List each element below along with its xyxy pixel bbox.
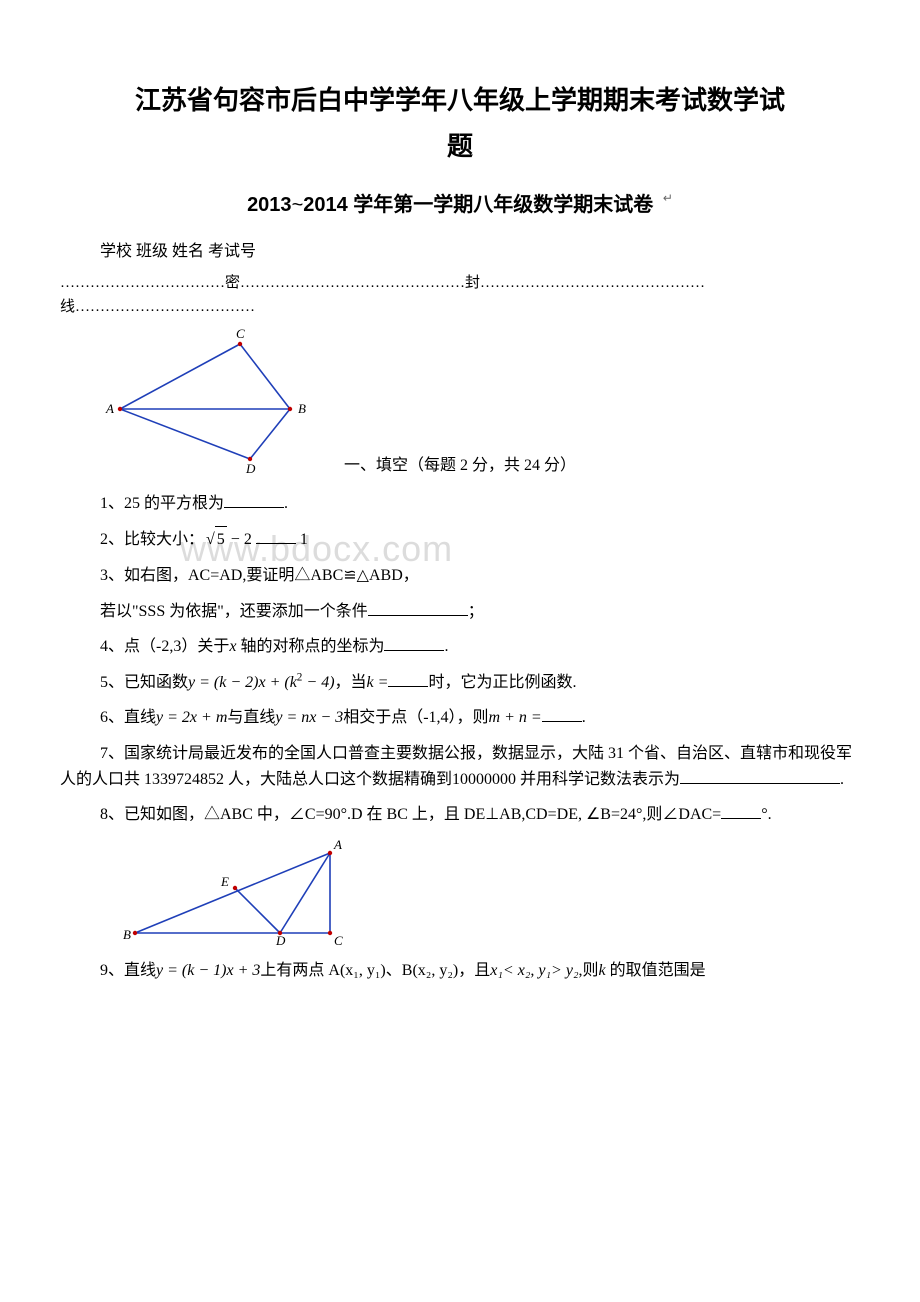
- question-9: 9、直线y = (k − 1)x + 3上有两点 A(x₁, y₁)、B(x₂,…: [60, 958, 860, 984]
- svg-text:E: E: [220, 874, 229, 889]
- svg-text:B: B: [123, 927, 131, 942]
- blank: [680, 768, 840, 784]
- year-2: 2014: [303, 194, 348, 216]
- svg-text:C: C: [334, 933, 343, 948]
- blank: [224, 492, 284, 508]
- section-1-label: 一、填空（每题 2 分，共 24 分）: [344, 453, 576, 479]
- svg-text:D: D: [245, 461, 256, 476]
- subtitle-row: 2013~2014 学年第一学期八年级数学期末试卷 ↵: [60, 189, 860, 221]
- svg-text:D: D: [275, 933, 286, 948]
- svg-text:B: B: [298, 401, 306, 416]
- question-6: 6、直线y = 2x + m与直线y = nx − 3相交于点（-1,4），则m…: [100, 705, 860, 731]
- question-5: 5、已知函数y = (k − 2)x + (k2 − 4)，当k =时，它为正比…: [100, 670, 860, 696]
- return-icon: ↵: [663, 191, 673, 205]
- diagram-1-row: A B C D 一、填空（每题 2 分，共 24 分）: [100, 329, 860, 479]
- blank: [721, 803, 761, 819]
- blank: [368, 600, 468, 616]
- year-1: 2013: [247, 194, 292, 216]
- subtitle: 2013~2014 学年第一学期八年级数学期末试卷: [247, 194, 659, 216]
- diagram-2: A B C D E: [120, 838, 350, 948]
- subtitle-rest: 学年第一学期八年级数学期末试卷: [348, 194, 654, 216]
- diagram-1: A B C D: [100, 329, 320, 479]
- svg-text:A: A: [105, 401, 114, 416]
- blank: [542, 706, 582, 722]
- question-1: 1、25 的平方根为.: [100, 491, 860, 517]
- blank: [256, 528, 296, 544]
- blank: [384, 635, 444, 651]
- blank: [388, 671, 428, 687]
- page-title-line1: 江苏省句容市后白中学学年八年级上学期期末考试数学试: [60, 80, 860, 122]
- meta-line: 学校 班级 姓名 考试号: [100, 239, 860, 265]
- page-title-line2: 题: [60, 126, 860, 168]
- question-3: 3、如右图，AC=AD,要证明△ABC≌△ABD，: [100, 563, 860, 589]
- svg-text:C: C: [236, 329, 245, 341]
- question-7: 7、国家统计局最近发布的全国人口普查主要数据公报，数据显示，大陆 31 个省、自…: [100, 741, 860, 792]
- svg-text:A: A: [333, 838, 342, 852]
- question-8: 8、已知如图，△ABC 中，∠C=90°.D 在 BC 上，且 DE⊥AB,CD…: [60, 802, 860, 828]
- question-2: 2、比较大小：5 − 2 1: [100, 526, 860, 553]
- question-3b: 若以"SSS 为依据"，还要添加一个条件；: [100, 599, 860, 625]
- question-4: 4、点（-2,3）关于x 轴的对称点的坐标为.: [100, 634, 860, 660]
- sealing-line: ……………………………密………………………………………封…………………………………: [60, 271, 860, 319]
